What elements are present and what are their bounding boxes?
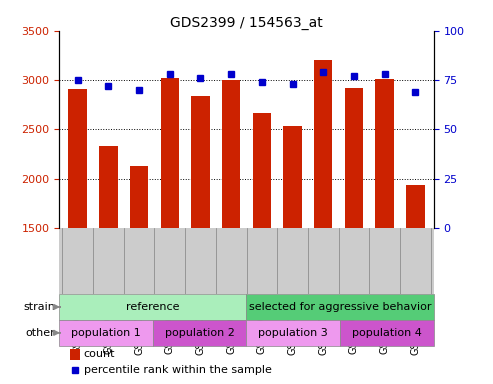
Bar [69,89,87,376]
Bar [153,320,246,346]
Text: selected for aggressive behavior: selected for aggressive behavior [249,302,431,312]
Text: population 1: population 1 [71,328,141,338]
Bar [406,185,424,376]
Text: reference: reference [126,302,179,312]
Bar [99,146,117,376]
Bar [340,320,434,346]
Text: percentile rank within the sample: percentile rank within the sample [83,364,271,375]
Text: population 4: population 4 [352,328,422,338]
Bar [246,320,340,346]
Bar [59,294,246,320]
Bar [252,113,271,376]
Title: GDS2399 / 154563_at: GDS2399 / 154563_at [170,16,323,30]
Text: population 2: population 2 [165,328,235,338]
Bar [376,79,394,376]
Bar [191,96,210,376]
Bar [59,320,153,346]
Bar [161,78,179,376]
Bar [130,166,148,376]
Bar [222,80,241,376]
Bar [283,126,302,376]
Bar [345,88,363,376]
Text: count: count [83,349,115,359]
Bar [246,294,434,320]
Bar [70,349,80,359]
Bar [314,60,332,376]
Text: population 3: population 3 [258,328,328,338]
Text: other: other [26,328,55,338]
Text: strain: strain [24,302,55,312]
